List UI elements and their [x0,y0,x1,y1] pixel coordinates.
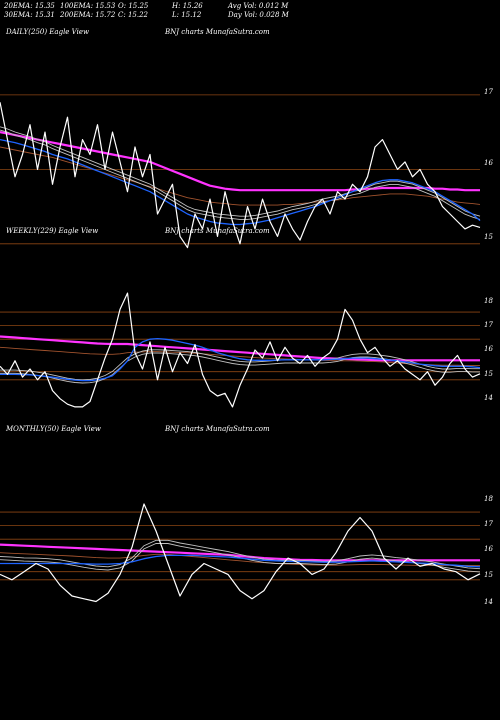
monthly-ytick-14: 14 [484,598,493,606]
daily-watermark: BNJ charts MunafaSutra.com [165,28,270,36]
daily-series-price [0,102,481,249]
daily-panel-label: DAILY(250) Eagle View [6,28,89,36]
header-stat-2-2: 200EMA: 15.72 [60,11,116,19]
header-stat-2-3: C: 15.22 [118,11,148,19]
daily-ytick-16: 16 [484,159,493,167]
header-stat-1-2: 100EMA: 15.53 [60,2,116,10]
weekly-ytick-14: 14 [484,394,493,402]
weekly-watermark: BNJ charts MunafaSutra.com [165,227,270,235]
monthly-series-price [0,503,481,603]
weekly-series-ema_mid [0,337,481,382]
weekly-panel-label: WEEKLY(229) Eagle View [6,227,99,235]
daily-ytick-15: 15 [484,233,493,241]
weekly-ytick-18: 18 [484,297,493,305]
weekly-series-ema_short-1 [0,352,480,384]
monthly-series-ema_mid [0,554,481,568]
daily-series-ema_mid [0,138,481,226]
monthly-watermark: BNJ charts MunafaSutra.com [165,425,270,433]
monthly-series-ema_long [0,543,480,562]
weekly-ytick-16: 16 [484,345,493,353]
monthly-ytick-18: 18 [484,495,493,503]
daily-series-ema_brown [0,146,481,206]
daily-series-ema_short-0 [0,126,481,217]
monthly-ytick-15: 15 [484,571,493,579]
header-stat-2-1: 30EMA: 15.31 [4,11,55,19]
monthly-series-ema_short-0 [0,539,481,570]
header-stat-1-5: Avg Vol: 0.012 M [228,2,289,10]
weekly-series-price [0,292,481,408]
weekly-ytick-17: 17 [484,321,493,329]
daily-series-ema_long [0,131,480,192]
weekly-ytick-15: 15 [484,370,493,378]
header-stat-1-1: 20EMA: 15.35 [4,2,55,10]
header-stat-2-5: Day Vol: 0.028 M [228,11,289,19]
monthly-ytick-17: 17 [484,520,493,528]
daily-ytick-17: 17 [484,88,493,96]
monthly-panel-label: MONTHLY(50) Eagle View [6,425,101,433]
weekly-series-ema_short-0 [0,349,480,381]
header-stat-1-3: O: 15.25 [118,2,149,10]
daily-series-ema_short-1 [0,129,481,220]
monthly-ytick-16: 16 [484,545,493,553]
header-stat-1-4: H: 15.26 [172,2,203,10]
weekly-series-ema_long [0,335,480,362]
header-stat-2-4: L: 15.12 [172,11,202,19]
